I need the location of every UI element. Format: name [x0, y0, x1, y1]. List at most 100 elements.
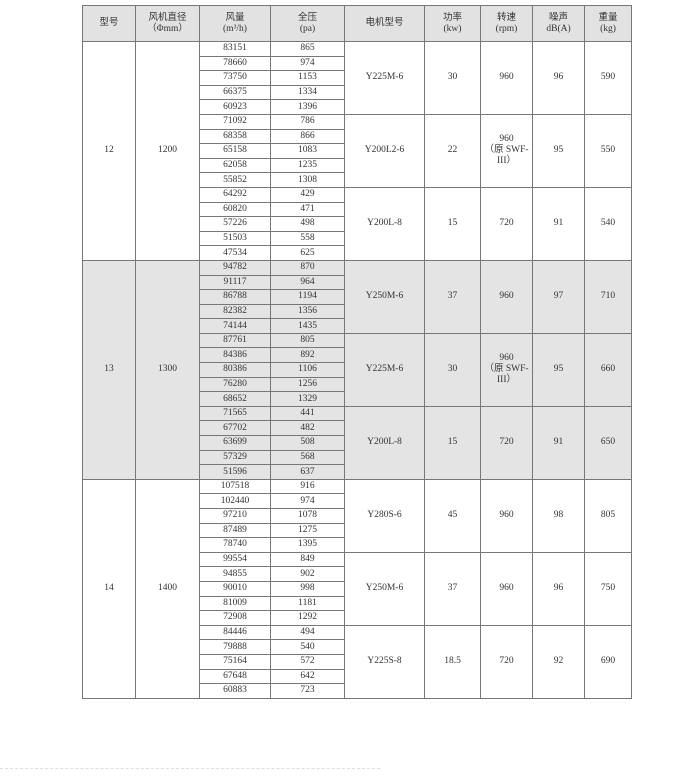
noise-cell: 97 — [532, 259, 585, 334]
pressure-cell: 1106 — [270, 362, 345, 378]
motor-cell: Y225S-8 — [344, 624, 425, 699]
pressure-cell: 870 — [270, 259, 345, 276]
motor-cell: Y250M-6 — [344, 259, 425, 334]
pressure-cell: 916 — [270, 478, 345, 495]
model-cell: 14 — [82, 478, 136, 699]
diameter-cell: 1300 — [135, 259, 200, 480]
table-row: 73750 1153 — [83, 70, 632, 86]
pressure-cell: 1194 — [270, 289, 345, 305]
header-pressure: 全压 (pa) — [270, 5, 345, 42]
header-unit: (m³/h) — [223, 23, 247, 34]
pressure-cell: 1181 — [270, 595, 345, 612]
noise-cell: 95 — [532, 332, 585, 407]
flow-cell: 60820 — [199, 201, 271, 218]
flow-cell: 57226 — [199, 216, 271, 232]
flow-cell: 91117 — [199, 274, 271, 291]
speed-value: 960 — [499, 72, 514, 83]
motor-cell: Y200L-8 — [344, 405, 425, 480]
pressure-cell: 1078 — [270, 508, 345, 524]
flow-cell: 90010 — [199, 580, 271, 597]
power-cell: 15 — [424, 186, 481, 261]
pressure-cell: 1235 — [270, 157, 345, 174]
flow-cell: 67702 — [199, 420, 271, 437]
pressure-cell: 558 — [270, 230, 345, 247]
header-unit: (rpm) — [495, 23, 518, 34]
flow-cell: 94855 — [199, 566, 271, 582]
flow-cell: 72908 — [199, 610, 271, 626]
flow-cell: 47534 — [199, 245, 271, 261]
table-row: 76280 1256 — [83, 376, 632, 393]
flow-cell: 78660 — [199, 55, 271, 72]
header-label: 功率 — [442, 12, 462, 23]
motor-cell: Y225M-6 — [344, 41, 425, 115]
power-cell: 37 — [424, 259, 481, 334]
speed-cell: 720 — [480, 405, 533, 480]
model-cell: 13 — [82, 259, 136, 480]
power-cell: 30 — [424, 41, 481, 115]
speed-cell: 960 （原 SWF-III） — [480, 332, 533, 407]
flow-cell: 66375 — [199, 84, 271, 101]
diameter-cell: 1200 — [135, 41, 200, 261]
motor-cell: Y200L-8 — [344, 186, 425, 261]
flow-cell: 81009 — [199, 595, 271, 612]
header-label: 噪声 — [548, 12, 568, 23]
pressure-cell: 1396 — [270, 99, 345, 115]
motor-cell: Y225M-6 — [344, 332, 425, 407]
weight-cell: 590 — [584, 41, 632, 115]
motor-cell: Y200L2-6 — [344, 113, 425, 188]
flow-cell: 79888 — [199, 639, 271, 655]
divider — [0, 768, 380, 769]
power-cell: 15 — [424, 405, 481, 480]
flow-cell: 67648 — [199, 668, 271, 685]
flow-cell: 94782 — [199, 259, 271, 276]
flow-cell: 99554 — [199, 551, 271, 568]
pressure-cell: 1395 — [270, 537, 345, 553]
table-row: 68358 866 — [83, 128, 632, 145]
table-row: 84386 892 — [83, 347, 632, 364]
flow-cell: 102440 — [199, 493, 271, 509]
flow-cell: 71092 — [199, 113, 271, 130]
flow-cell: 97210 — [199, 508, 271, 524]
power-cell: 30 — [424, 332, 481, 407]
table-row: 62058 1235 — [83, 157, 632, 174]
noise-cell: 96 — [532, 551, 585, 626]
table-row: 13 1300 94782 870 Y250M-6 37 960 97 710 — [82, 259, 632, 480]
flow-cell: 64292 — [199, 186, 271, 203]
noise-cell: 96 — [532, 41, 585, 115]
motor-cell: Y250M-6 — [344, 551, 425, 626]
table-row: 60820 471 — [83, 201, 632, 218]
speed-value: 720 — [499, 437, 514, 448]
table-row: 51596 637 — [83, 464, 632, 480]
speed-value: 960 — [499, 583, 514, 594]
flow-cell: 57329 — [199, 449, 271, 466]
table-row: 87489 1275 — [83, 522, 632, 539]
motor-cell: Y280S-6 — [344, 478, 425, 553]
speed-value: 960 — [499, 353, 514, 364]
pressure-cell: 1153 — [270, 70, 345, 86]
speed-value: 960 — [499, 510, 514, 521]
flow-cell: 78740 — [199, 537, 271, 553]
weight-cell: 660 — [584, 332, 632, 407]
flow-cell: 87489 — [199, 522, 271, 539]
pressure-cell: 998 — [270, 580, 345, 597]
table-row: 60923 1396 — [83, 99, 632, 115]
pressure-cell: 625 — [270, 245, 345, 261]
speed-value: 720 — [499, 656, 514, 667]
pressure-cell: 1292 — [270, 610, 345, 626]
pressure-cell: 974 — [270, 55, 345, 72]
header-label: 型号 — [99, 18, 119, 28]
header-model: 型号 — [82, 5, 136, 42]
pressure-cell: 540 — [270, 639, 345, 655]
flow-cell: 74144 — [199, 318, 271, 334]
power-cell: 22 — [424, 113, 481, 188]
power-cell: 45 — [424, 478, 481, 553]
pressure-cell: 482 — [270, 420, 345, 437]
header-weight: 重量 (kg) — [584, 5, 632, 42]
table-row: 84446 494 Y225S-8 18.5 720 92 690 — [83, 624, 632, 699]
speed-cell: 720 — [480, 624, 533, 699]
table-row: 14 1400 107518 916 Y280S-6 45 960 98 805 — [82, 478, 632, 699]
pressure-cell: 849 — [270, 551, 345, 568]
weight-cell: 550 — [584, 113, 632, 188]
pressure-cell: 805 — [270, 332, 345, 349]
flow-cell: 71565 — [199, 405, 271, 422]
